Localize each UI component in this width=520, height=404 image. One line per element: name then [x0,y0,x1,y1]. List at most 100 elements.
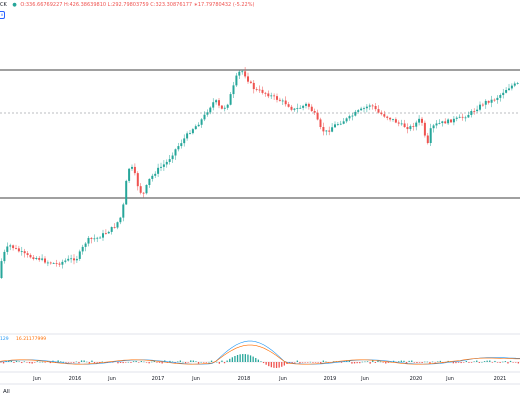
macd-histogram-bar [340,362,343,363]
candle-body [380,112,383,115]
candle-body [270,95,273,97]
candle [229,92,232,106]
macd-histogram-bar [418,362,421,363]
macd-histogram-bar [353,362,356,364]
collapse-legend-button[interactable]: ∨ [0,11,5,19]
macd-histogram-bar [119,362,122,363]
macd-histogram-bar [403,360,405,362]
macd-histogram-bar [223,362,226,364]
candle [508,83,510,91]
candle [363,106,365,113]
candle [93,234,96,242]
candle-body [249,81,252,83]
candle-body [264,92,267,94]
candle-body [252,82,255,90]
macd-histogram-bar [187,362,189,363]
macd-histogram-bar [80,360,83,362]
macd-histogram-bar [179,360,181,362]
candle-body [44,258,46,263]
macd-histogram-bar [517,362,519,364]
candle-body [316,112,319,120]
macd-histogram-bar [366,361,369,362]
candle-body [52,263,55,264]
candle [354,109,357,117]
candle [281,98,284,105]
macd-histogram-bar [421,362,423,364]
macd-histogram-bar [200,361,202,363]
symbol-label[interactable]: CK [0,2,7,8]
candle [293,107,296,112]
macd-histogram-bar [93,362,96,363]
candle [516,81,519,85]
candle [334,121,336,129]
candle [499,93,502,102]
candle [423,120,426,138]
macd-histogram-bar [70,362,72,363]
candle-body [429,128,432,144]
candle-body [412,126,415,127]
candle [264,91,267,97]
candle-body [9,245,12,247]
macd-histogram-bar [218,362,220,364]
macd-histogram-bar [148,362,150,364]
macd-histogram-bar [0,362,2,363]
candle [351,113,354,121]
candle [223,105,226,112]
candle [432,123,435,133]
candle [316,109,319,121]
candle [64,258,67,264]
candle [452,116,455,126]
candle-body [131,166,133,169]
macd-histogram-bar [439,360,441,362]
candle [247,72,249,84]
candle [38,256,41,262]
candle-body [139,186,142,193]
candle [3,249,6,264]
candle [487,100,490,105]
macd-histogram-bar [216,361,218,363]
candle-body [510,85,513,89]
candle [133,163,136,176]
macd-histogram-bar [41,361,44,363]
macd-histogram-bar [413,362,415,363]
candle-body [325,130,328,132]
candle [9,243,12,251]
candle [17,245,20,253]
candle-body [392,119,394,120]
candle [96,236,99,243]
macd-histogram-bar [392,360,395,362]
range-all-button[interactable]: All [3,389,10,395]
macd-histogram-bar [455,362,457,364]
candle [15,244,17,250]
candle-body [383,114,386,117]
macd-histogram-bar [281,362,283,367]
macd-histogram-bar [468,362,470,363]
macd-histogram-bar [57,360,59,362]
candle-body [73,258,75,261]
candle [81,244,84,255]
candle-body [493,99,496,101]
candle-body [331,127,334,132]
macd-histogram-bar [288,362,291,363]
candle-body [122,204,125,218]
candle [73,254,75,265]
candle [49,261,52,265]
candle [41,254,44,262]
candle-body [299,107,302,109]
candle-body [365,106,368,109]
macd-histogram-bar [75,361,77,363]
candle-body [432,125,435,129]
candle [397,120,400,127]
candle-body [267,93,270,97]
macd-histogram-bar [15,360,18,362]
macd-histogram-bar [39,361,41,363]
macd-histogram-bar [465,361,467,362]
candle-body [345,118,348,122]
candle-body [418,118,421,123]
candle-body [255,89,258,90]
macd-histogram-bar [31,362,33,364]
macd-histogram-bar [283,362,285,366]
macd-histogram-bar [314,362,317,363]
